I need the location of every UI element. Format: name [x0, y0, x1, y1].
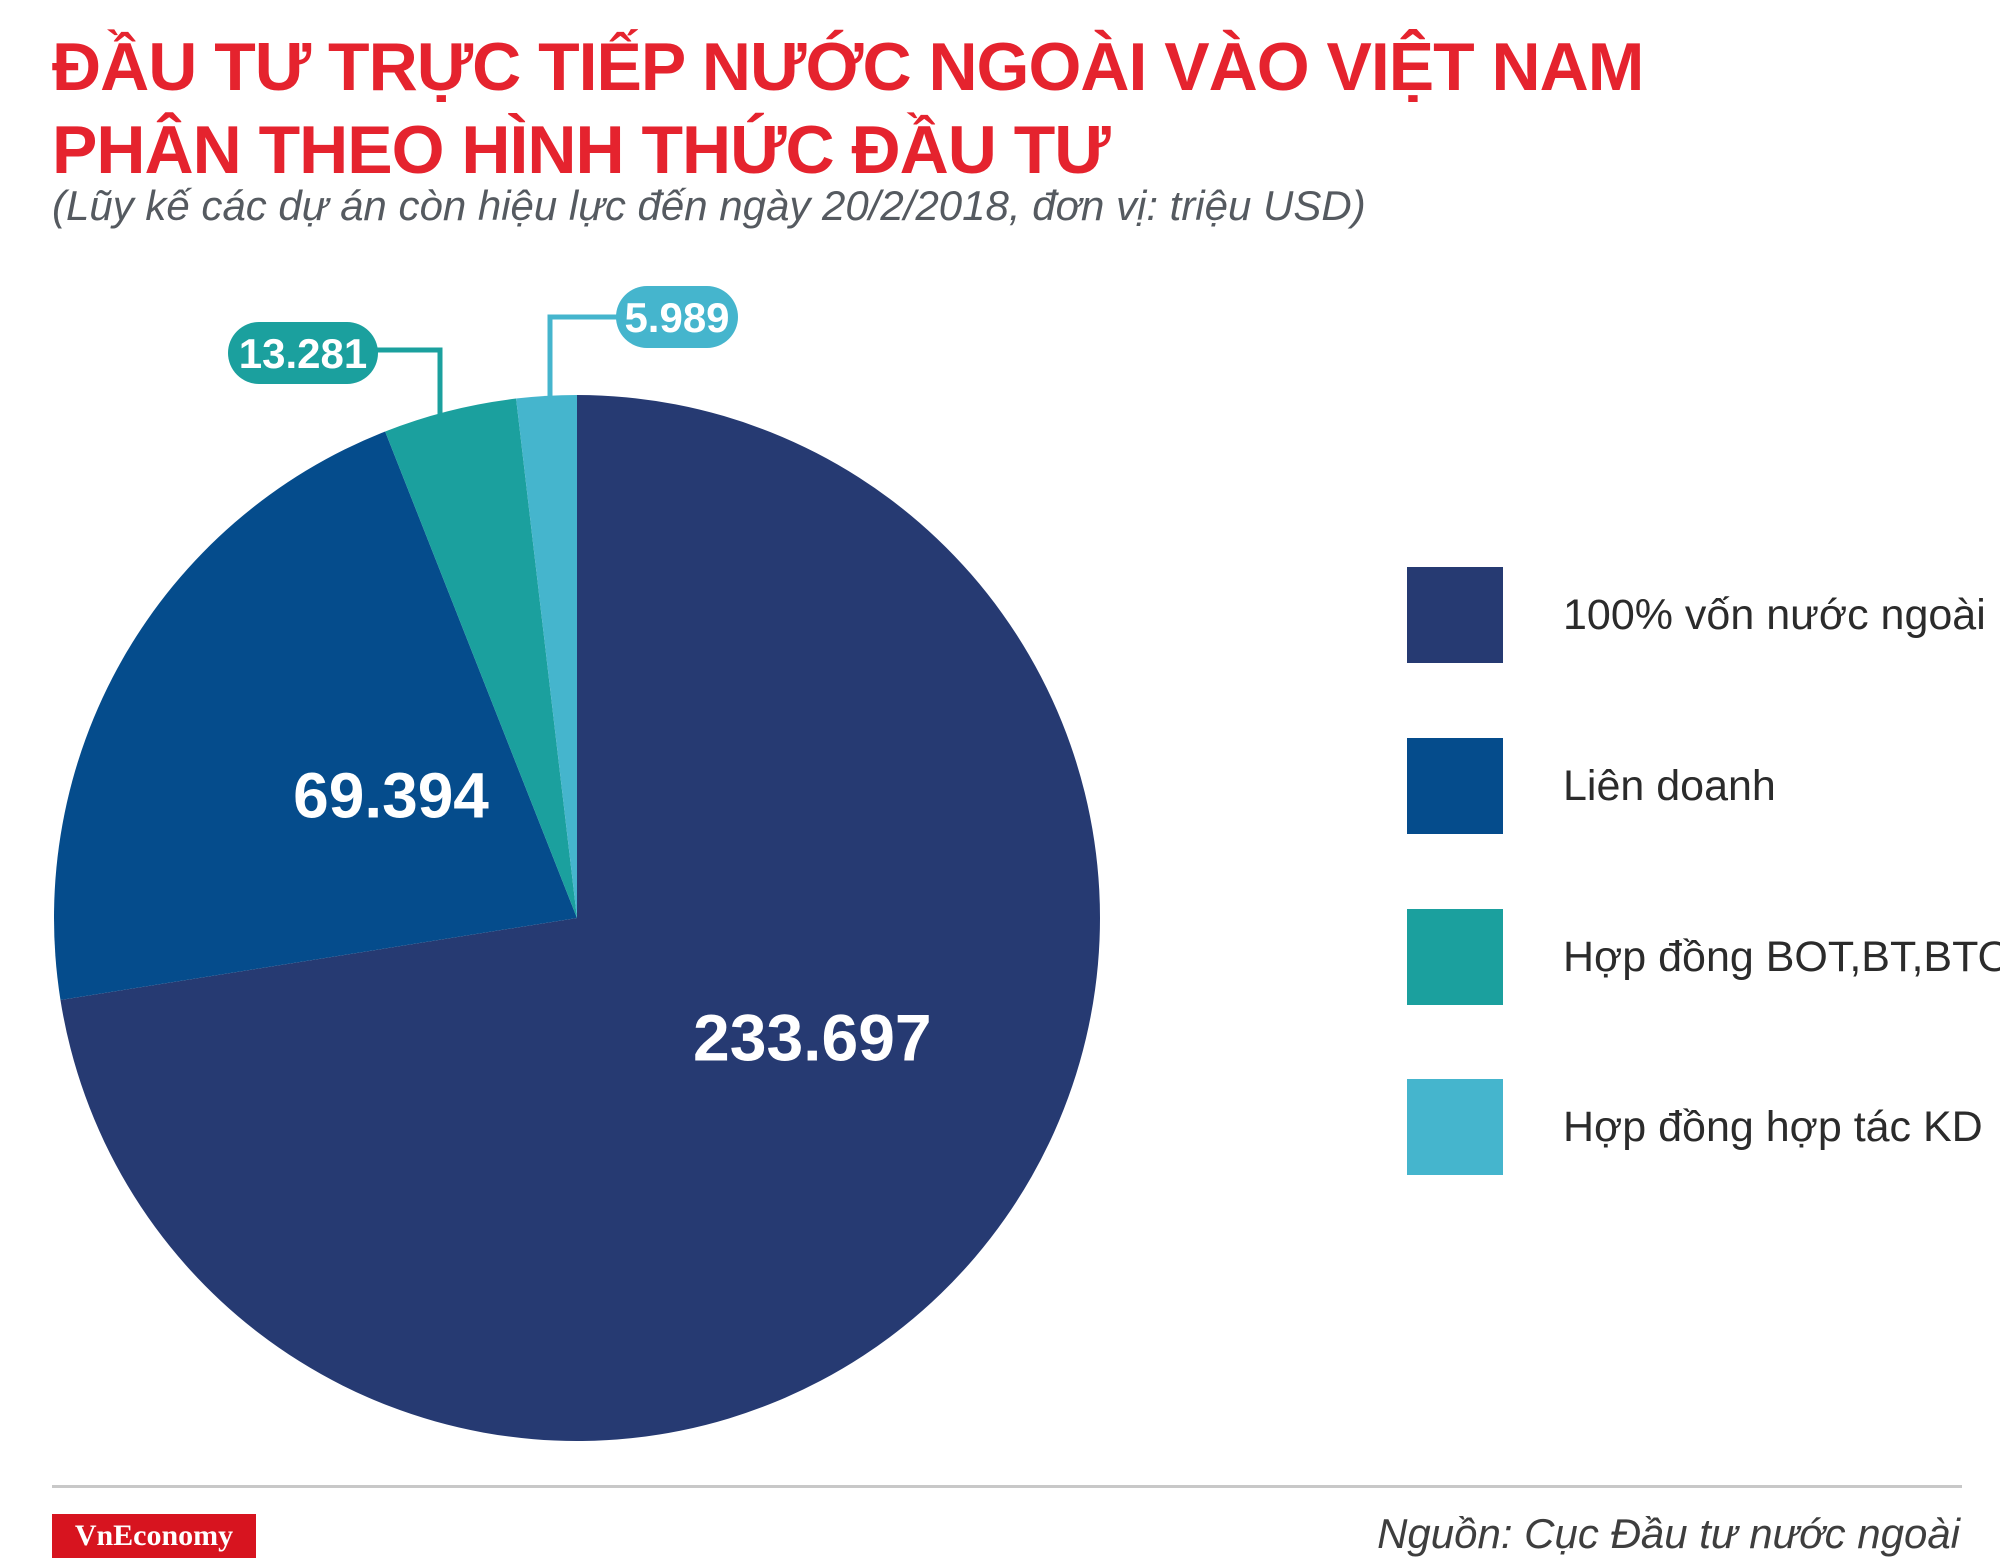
footer-divider	[52, 1485, 1962, 1488]
pie-slice-hop-tac-kd	[516, 395, 577, 918]
legend-item-hop-tac-kd: Hợp đồng hợp tác KD	[1407, 1079, 1983, 1175]
pie-slice-lien-doanh	[53, 431, 578, 1000]
legend-item-100-von-nuoc-ngoai: 100% vốn nước ngoài	[1407, 567, 1986, 663]
callout-line-hop-dong-bot	[375, 347, 443, 418]
pie-chart: 233.697 69.394 13.281 5.989	[53, 286, 1100, 1441]
legend-swatch	[1407, 567, 1503, 663]
pie-slice-100-von-nuoc-ngoai	[60, 395, 1100, 1441]
title-line-2: PHÂN THEO HÌNH THỨC ĐẦU TƯ	[52, 112, 1111, 188]
pie-slice-hop-dong-bot	[385, 398, 577, 918]
legend-swatch	[1407, 1079, 1503, 1175]
legend-label: 100% vốn nước ngoài	[1563, 591, 1986, 639]
legend-label: Hợp đồng BOT,BT,BTO	[1563, 933, 2000, 981]
callout-bubble-hop-dong-bot	[228, 322, 378, 384]
data-label-lien-doanh: 69.394	[293, 759, 489, 831]
brand-logo: VnEconomy	[52, 1514, 256, 1558]
title-line-1: ĐẦU TƯ TRỰC TIẾP NƯỚC NGOÀI VÀO VIỆT NAM	[52, 29, 1644, 105]
callout-bubble-hop-tac-kd	[616, 286, 738, 348]
legend-item-lien-doanh: Liên doanh	[1407, 738, 1967, 834]
callout-line-hop-tac-kd	[547, 314, 620, 398]
legend-label: Hợp đồng hợp tác KD	[1563, 1103, 1983, 1151]
chart-subtitle: (Lũy kế các dự án còn hiệu lực đến ngày …	[52, 182, 1366, 229]
source-note: Nguồn: Cục Đầu tư nước ngoài	[1377, 1510, 1960, 1557]
chart-title: ĐẦU TƯ TRỰC TIẾP NƯỚC NGOÀI VÀO VIỆT NAM…	[52, 26, 1644, 192]
legend-swatch	[1407, 738, 1503, 834]
legend-label: Liên doanh	[1563, 762, 1776, 810]
legend-swatch	[1407, 909, 1503, 1005]
legend-item-hop-dong-bot: Hợp đồng BOT,BT,BTO	[1407, 909, 2000, 1005]
data-label-100-von-nuoc-ngoai: 233.697	[693, 1000, 932, 1074]
data-label-hop-tac-kd: 5.989	[624, 294, 729, 341]
data-label-hop-dong-bot: 13.281	[239, 330, 367, 377]
